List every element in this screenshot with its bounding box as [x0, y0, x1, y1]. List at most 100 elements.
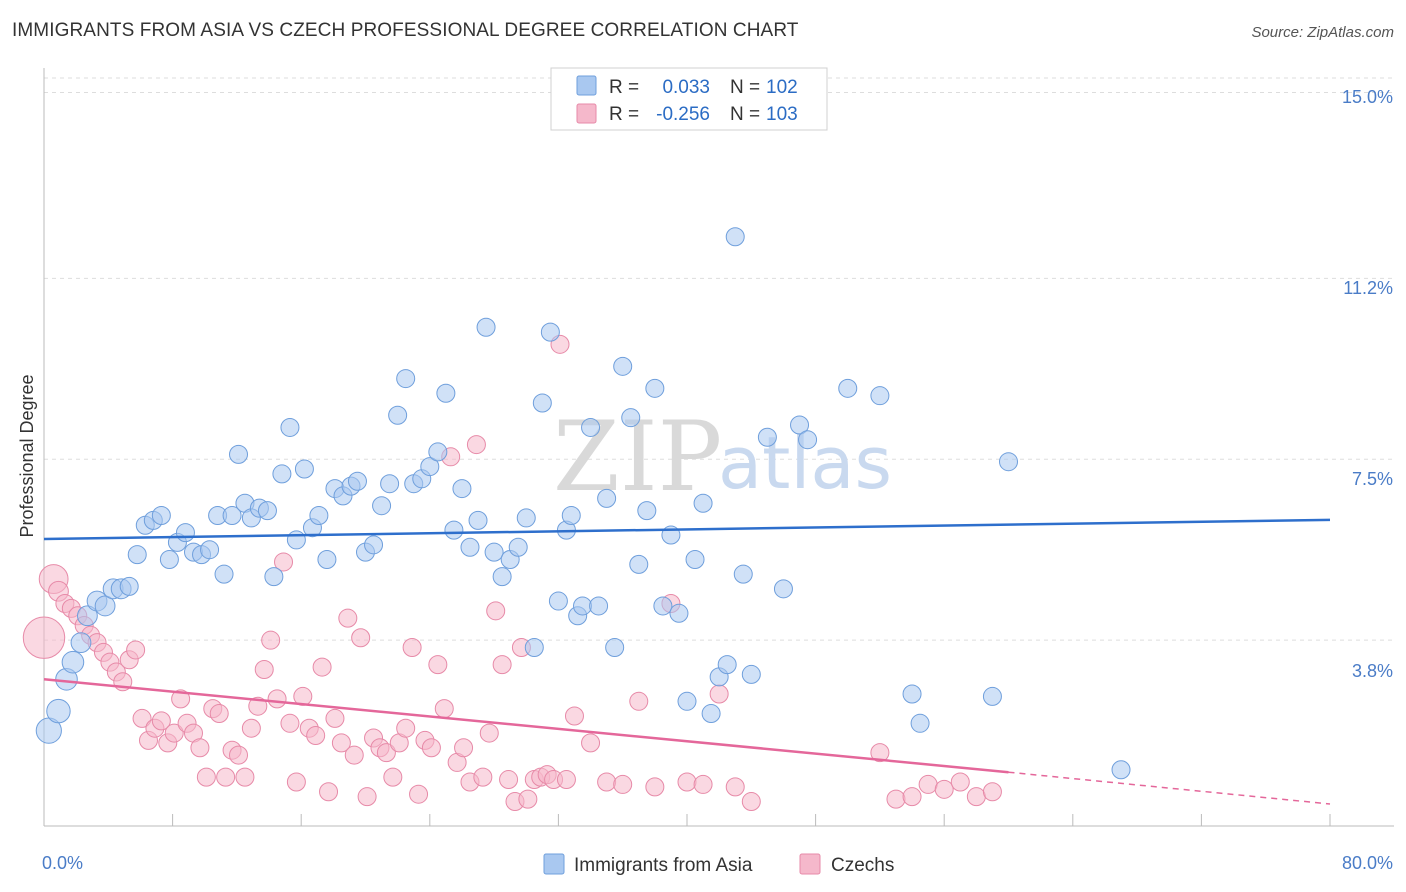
czechs-point [693, 774, 713, 794]
asia-point [999, 452, 1018, 472]
asia-point [317, 549, 337, 569]
czechs-point [132, 708, 152, 728]
source-label: Source: ZipAtlas.com [1251, 24, 1394, 41]
czechs-point [267, 689, 287, 709]
czechs-point [196, 767, 216, 787]
asia-point [396, 369, 416, 389]
czechs-point [319, 782, 339, 802]
legend-swatch-czechs [576, 103, 597, 124]
asia-point [982, 686, 1002, 706]
czechs-point [556, 770, 576, 790]
asia-point [460, 537, 480, 557]
asia-point [573, 596, 593, 616]
czechs-point [331, 733, 351, 753]
asia-point [347, 471, 367, 491]
asia-point [645, 378, 665, 398]
legend-swatch-asia [576, 75, 597, 96]
czechs-point [254, 660, 274, 680]
asia-point [773, 579, 793, 599]
asia-point [214, 564, 234, 584]
asia-point [476, 317, 496, 337]
y-tick-label: 15.0% [1342, 87, 1393, 107]
asia-point [838, 378, 858, 398]
y-tick-label: 7.5% [1352, 469, 1393, 489]
czechs-point [870, 743, 890, 763]
asia-point [364, 535, 384, 555]
asia-point [669, 603, 689, 623]
asia-point [581, 417, 601, 437]
asia-point [436, 383, 456, 403]
legend-r-label: R = [609, 77, 639, 98]
czechs-point [306, 726, 326, 746]
legend-n-label: N = [730, 104, 760, 125]
czechs-point [151, 711, 171, 731]
czechs-point [171, 689, 191, 709]
czechs-point [241, 718, 261, 738]
asia-point [597, 488, 617, 508]
asia-point [492, 567, 512, 587]
asia-point [420, 457, 440, 477]
czechs-point [164, 723, 184, 743]
x-tick-label-max: 80.0% [1342, 853, 1393, 873]
x-tick-label-min: 0.0% [42, 853, 83, 873]
asia-point [741, 664, 761, 684]
x-tick-marks [43, 814, 1331, 826]
czechs-point [325, 708, 345, 728]
asia-point [910, 713, 930, 733]
czechs-point [280, 713, 300, 733]
czechs-point [629, 691, 649, 711]
asia-point [532, 393, 552, 413]
asia-point [870, 386, 890, 406]
asia-point [77, 605, 98, 627]
czechs-trend-line [43, 678, 1009, 774]
asia-point [685, 549, 705, 569]
trend-lines [43, 518, 1331, 805]
czechs-point [312, 657, 332, 677]
asia-point [516, 508, 536, 528]
bottom-legend-czechs: Czechs [831, 855, 894, 876]
czechs-point [126, 640, 146, 660]
legend-frame [550, 67, 828, 131]
asia-point [524, 638, 544, 658]
bottom-legend-asia: Immigrants from Asia [574, 855, 753, 876]
asia-point [222, 505, 242, 525]
bottom-legend-swatch-czechs [799, 853, 821, 875]
czechs-point [486, 601, 506, 621]
czechs-point [409, 784, 429, 804]
asia-point [621, 408, 641, 428]
asia-point [540, 322, 560, 342]
asia-point [653, 596, 673, 616]
y-tick-label: 11.2% [1343, 278, 1393, 298]
asia-point [159, 549, 179, 569]
asia-point [468, 510, 488, 530]
asia-point [127, 545, 147, 565]
legend-r-value: 0.033 [662, 77, 710, 98]
czechs-point [434, 699, 454, 719]
asia-point [264, 567, 284, 587]
chart-title: IMMIGRANTS FROM ASIA VS CZECH PROFESSION… [12, 20, 799, 41]
y-axis-label: Professional Degree [17, 374, 37, 537]
czechs-point [725, 777, 745, 797]
czechs-point [235, 767, 255, 787]
czechs-point [564, 706, 584, 726]
czechs-point [248, 696, 268, 716]
asia-point [561, 505, 581, 525]
asia-point [484, 542, 504, 562]
asia-point [119, 576, 139, 596]
czechs-point [597, 772, 617, 792]
czechs-point [286, 772, 306, 792]
asia-point [200, 540, 220, 560]
czechs-point [402, 638, 422, 658]
asia-point [286, 530, 306, 550]
czechs-point [22, 616, 66, 659]
bottom-legend: Immigrants from Asia Czechs [543, 853, 894, 876]
asia-point [428, 442, 448, 462]
asia-point [151, 505, 171, 525]
czechs-point [396, 718, 416, 738]
asia-point [589, 596, 609, 616]
czechs-point [421, 738, 441, 758]
czechs-trend-extension [1008, 771, 1331, 805]
watermark: ZIP atlas [553, 401, 892, 513]
asia-point [733, 564, 753, 584]
